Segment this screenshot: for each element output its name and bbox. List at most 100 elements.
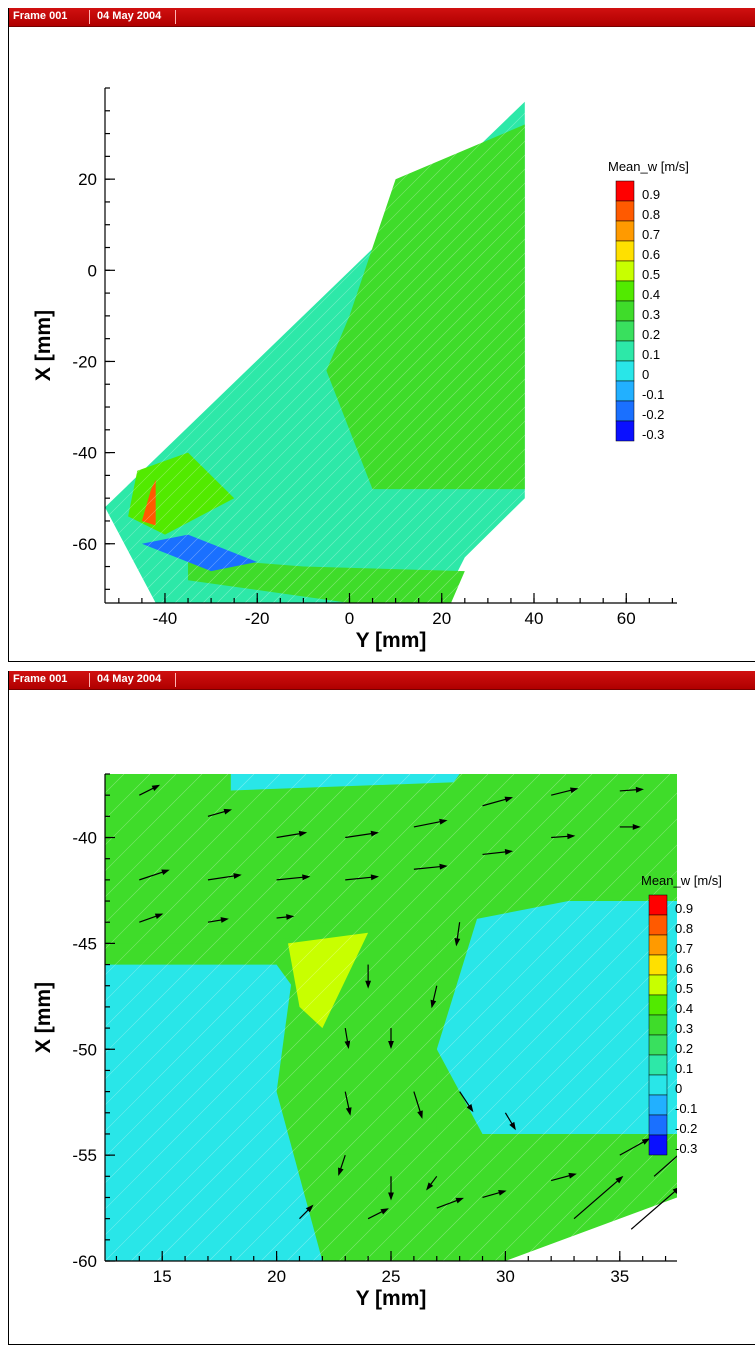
vector-head (161, 869, 170, 876)
legend-swatch (615, 180, 635, 202)
mesh-line (342, 268, 677, 603)
x-tick-label: 35 (610, 1267, 629, 1286)
mesh-line (105, 88, 453, 436)
mesh-line (520, 1104, 677, 1261)
velocity-vector (276, 874, 311, 881)
contour-region-horizontal-jet (105, 774, 677, 944)
y-axis-label: X [mm] (32, 310, 55, 381)
mesh-line (312, 896, 677, 1261)
velocity-vector (139, 784, 161, 796)
frame-label: Frame 001 (13, 673, 68, 685)
mesh-line (398, 324, 677, 603)
vector-head (568, 1172, 577, 1179)
mesh-line (105, 774, 281, 950)
vector-head (498, 1189, 507, 1196)
legend-label: 0.6 (675, 961, 693, 976)
legend-swatch (615, 340, 635, 362)
mesh-line (182, 774, 671, 1261)
contour-region-negative-pocket (141, 534, 258, 572)
frame-date: 04 May 2004 (97, 10, 162, 22)
velocity-vector (436, 1197, 464, 1209)
mesh-line (105, 88, 397, 380)
vector-head (509, 1121, 516, 1131)
legend-label: 0 (642, 367, 649, 382)
legend-label: 0.5 (675, 981, 693, 996)
mesh-line (174, 100, 677, 603)
legend-swatch (648, 1014, 668, 1036)
y-axis-label: X [mm] (32, 982, 55, 1053)
mesh-line (146, 88, 663, 603)
vector-head (570, 787, 579, 794)
legend-swatch (648, 994, 668, 1016)
legend-label: 0.1 (675, 1061, 693, 1076)
vector-head (380, 1208, 389, 1215)
frame-label: Frame 001 (13, 10, 68, 22)
mesh-line (105, 774, 593, 1261)
mesh-line (105, 88, 523, 506)
legend-swatch (648, 1114, 668, 1136)
legend-label: -0.3 (642, 427, 664, 442)
contour-region-jet-hotspot (141, 479, 156, 526)
mesh-line (105, 88, 355, 338)
legend-label: 0.2 (642, 327, 660, 342)
mesh-line (546, 1130, 677, 1261)
vector-head (151, 784, 161, 791)
velocity-vector (551, 1172, 577, 1182)
mesh-line (105, 774, 411, 1080)
velocity-vector (345, 874, 379, 881)
vector-head (417, 1110, 423, 1119)
velocity-vector (344, 1091, 352, 1116)
vector-head (672, 1187, 677, 1194)
y-tick-label: -40 (72, 829, 97, 848)
mesh-line (338, 922, 677, 1261)
mesh-line (105, 88, 425, 408)
mesh-line (105, 88, 593, 576)
legend-swatch (648, 1034, 668, 1056)
mesh-line (105, 88, 439, 422)
mesh-line (105, 88, 621, 603)
frame-header-bar: Frame 001 04 May 2004 (9, 8, 755, 27)
legend-swatch (615, 400, 635, 422)
vector-field (139, 784, 677, 1230)
mesh-line (105, 88, 383, 366)
vector-head (641, 1138, 651, 1145)
legend-label: 0.2 (675, 1041, 693, 1056)
velocity-vector (207, 808, 233, 817)
legend-label: 0.9 (642, 187, 660, 202)
contour-region-right-cylinder (436, 901, 677, 1134)
mesh-line (156, 774, 645, 1261)
legend-swatch (648, 914, 668, 936)
mesh-line (454, 380, 677, 603)
legend-swatch (648, 894, 668, 916)
velocity-vector (630, 1187, 677, 1230)
legend-label: 0.3 (675, 1021, 693, 1036)
x-tick-label: -20 (245, 609, 270, 628)
legend-label: 0.7 (642, 227, 660, 242)
mesh-line (230, 156, 677, 603)
contour-region-wedge-high (288, 932, 369, 1029)
vector-head (430, 999, 437, 1009)
frame-date: 04 May 2004 (97, 673, 162, 685)
mesh-line (729, 774, 755, 1261)
mesh-line (286, 212, 677, 603)
x-tick-label: 30 (496, 1267, 515, 1286)
mesh-line (468, 394, 677, 603)
x-tick-label: 60 (617, 609, 636, 628)
velocity-vector (454, 922, 461, 947)
x-tick-label: -40 (153, 609, 178, 628)
mesh-line (105, 774, 515, 1184)
mesh-line (496, 422, 677, 603)
velocity-vector (426, 1175, 438, 1191)
velocity-vector (345, 830, 379, 839)
legend-label: -0.2 (675, 1121, 697, 1136)
vector-head (504, 796, 514, 803)
contour-plot-top: -40 -20 0 20 40 60 20 0 -20 -40 -60 Y [mm] X [mm] Mea… (32, 87, 689, 652)
vector-head (567, 833, 576, 840)
vector-head (233, 873, 242, 879)
vector-head (302, 874, 311, 881)
velocity-vector (482, 796, 514, 807)
legend-label: 0.9 (675, 901, 693, 916)
mesh-line (208, 792, 677, 1261)
mesh-line (426, 352, 677, 603)
vector-head (632, 824, 641, 830)
